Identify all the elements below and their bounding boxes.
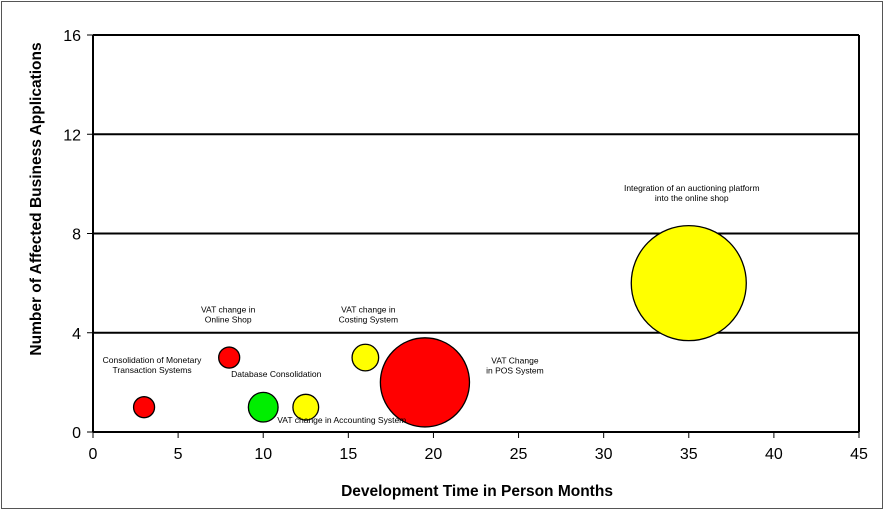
x-axis-title: Development Time in Person Months — [341, 483, 613, 500]
bubble-label: Transaction Systems — [113, 365, 192, 375]
bubble-label: Database Consolidation — [231, 369, 322, 379]
chart-canvas: 0 4 8 12 16 0 5 10 15 20 25 30 35 40 45 Consolidation … — [28, 28, 868, 500]
x-tick-label: 45 — [850, 446, 868, 463]
bubble-label: Consolidation of Monetary — [103, 355, 203, 365]
bubble-label: Costing System — [339, 315, 399, 325]
x-tick-label: 30 — [595, 446, 613, 463]
y-tick-label: 0 — [72, 425, 81, 442]
bubble-point — [218, 346, 241, 369]
bubble-label: into the online shop — [655, 193, 729, 203]
bubble-point — [292, 393, 320, 421]
y-tick-label: 8 — [72, 227, 81, 244]
x-tick-label: 35 — [680, 446, 698, 463]
bubble-point — [379, 337, 471, 428]
y-tick-label: 12 — [63, 127, 81, 144]
bubble-point — [247, 391, 279, 423]
x-tick-label: 40 — [765, 446, 783, 463]
x-tick-label: 25 — [510, 446, 528, 463]
bubble-label: in POS System — [486, 365, 544, 375]
x-tick-label: 5 — [174, 446, 183, 463]
x-tick-label: 20 — [425, 446, 443, 463]
y-tick-label: 16 — [63, 28, 81, 45]
bubble-label: VAT change in — [201, 305, 256, 315]
bubble-point — [351, 343, 380, 372]
bubble-point — [630, 224, 747, 342]
bubble-label: VAT Change — [491, 355, 539, 365]
bubble-label: Integration of an auctioning platform — [624, 183, 760, 193]
y-tick-label: 4 — [72, 326, 81, 343]
bubble-label: VAT change in — [341, 305, 396, 315]
bubble-label: Online Shop — [205, 315, 252, 325]
y-axis-title: Number of Affected Business Applications — [28, 42, 45, 355]
bubble-label: VAT change in Accounting System — [277, 415, 406, 425]
bubble-point — [132, 396, 156, 419]
x-tick-label: 0 — [89, 446, 98, 463]
x-tick-label: 15 — [339, 446, 357, 463]
x-tick-label: 10 — [254, 446, 272, 463]
